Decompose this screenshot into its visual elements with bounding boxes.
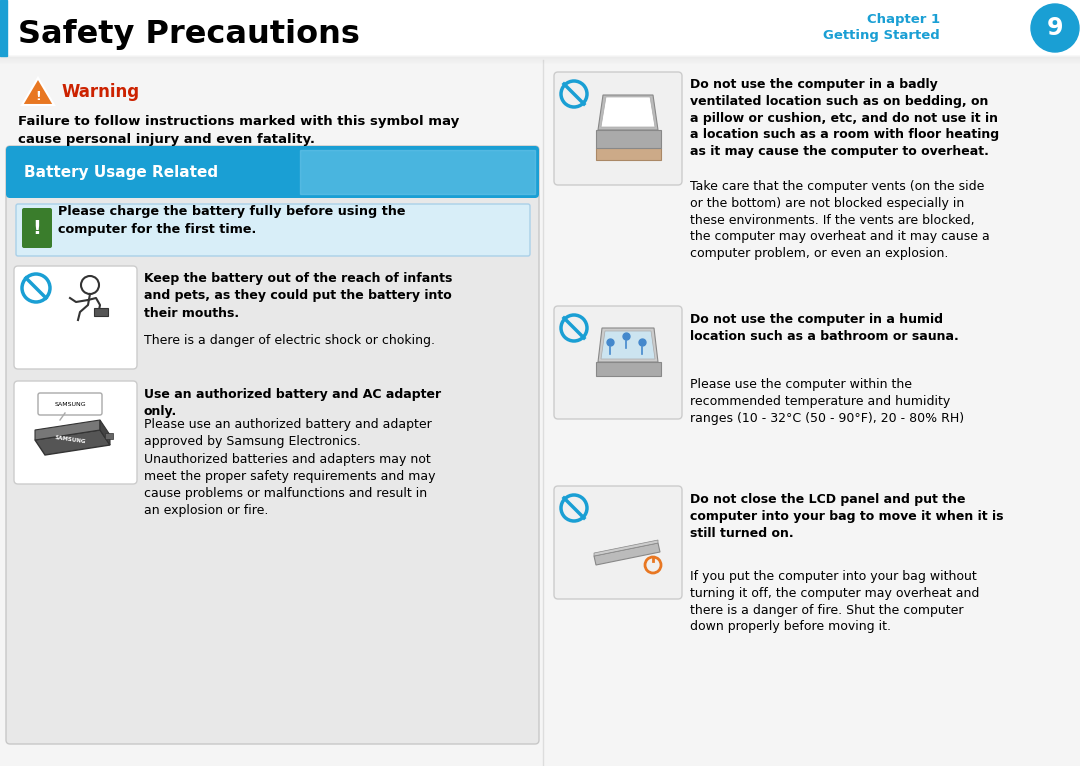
Polygon shape	[22, 78, 54, 105]
Polygon shape	[600, 97, 654, 127]
Bar	[596, 148, 661, 160]
Bar	[0, 0, 6, 56]
FancyBboxPatch shape	[38, 393, 102, 415]
Polygon shape	[35, 430, 110, 455]
Polygon shape	[35, 420, 100, 440]
FancyBboxPatch shape	[554, 72, 681, 185]
Bar	[10, 170, 535, 194]
FancyBboxPatch shape	[6, 146, 539, 198]
FancyBboxPatch shape	[16, 204, 530, 256]
Bar	[300, 150, 535, 194]
FancyBboxPatch shape	[554, 486, 681, 599]
Bar	[105, 433, 113, 439]
Polygon shape	[600, 331, 654, 359]
Polygon shape	[594, 543, 660, 565]
FancyBboxPatch shape	[14, 381, 137, 484]
Text: !: !	[36, 90, 41, 103]
Text: Please use an authorized battery and adapter
approved by Samsung Electronics.: Please use an authorized battery and ada…	[144, 418, 432, 448]
Bar	[596, 362, 661, 376]
Text: Failure to follow instructions marked with this symbol may
cause personal injury: Failure to follow instructions marked wi…	[18, 115, 459, 146]
Text: Unauthorized batteries and adapters may not
meet the proper safety requirements : Unauthorized batteries and adapters may …	[144, 453, 435, 517]
FancyBboxPatch shape	[14, 266, 137, 369]
FancyBboxPatch shape	[22, 208, 52, 248]
Text: Do not use the computer in a humid
location such as a bathroom or sauna.: Do not use the computer in a humid locat…	[690, 313, 959, 343]
Text: Chapter 1: Chapter 1	[867, 14, 940, 27]
Text: Safety Precautions: Safety Precautions	[18, 18, 360, 50]
Text: Please charge the battery fully before using the
computer for the first time.: Please charge the battery fully before u…	[58, 205, 405, 235]
Text: Use an authorized battery and AC adapter
only.: Use an authorized battery and AC adapter…	[144, 388, 441, 418]
Circle shape	[1031, 4, 1079, 52]
Text: Do not use the computer in a badly
ventilated location such as on bedding, on
a : Do not use the computer in a badly venti…	[690, 78, 999, 159]
Polygon shape	[594, 540, 658, 556]
FancyBboxPatch shape	[6, 146, 539, 744]
FancyBboxPatch shape	[554, 306, 681, 419]
Bar	[94, 308, 108, 316]
Text: SAMSUNG: SAMSUNG	[54, 401, 85, 407]
Text: If you put the computer into your bag without
turning it off, the computer may o: If you put the computer into your bag wi…	[690, 570, 980, 633]
Text: Getting Started: Getting Started	[823, 30, 940, 42]
Text: 9: 9	[1047, 16, 1063, 40]
Text: Battery Usage Related: Battery Usage Related	[24, 165, 218, 179]
Text: SAMSUNG: SAMSUNG	[54, 435, 86, 444]
Polygon shape	[100, 420, 110, 445]
Text: Do not close the LCD panel and put the
computer into your bag to move it when it: Do not close the LCD panel and put the c…	[690, 493, 1003, 539]
Bar	[0, 0, 1080, 56]
Text: Keep the battery out of the reach of infants
and pets, as they could put the bat: Keep the battery out of the reach of inf…	[144, 272, 453, 320]
Text: !: !	[32, 218, 41, 237]
Bar	[596, 130, 661, 148]
Polygon shape	[598, 95, 658, 130]
Text: Please use the computer within the
recommended temperature and humidity
ranges (: Please use the computer within the recom…	[690, 378, 964, 424]
Polygon shape	[598, 328, 658, 362]
Text: Warning: Warning	[62, 83, 140, 101]
Text: There is a danger of electric shock or choking.: There is a danger of electric shock or c…	[144, 334, 435, 347]
Text: Take care that the computer vents (on the side
or the bottom) are not blocked es: Take care that the computer vents (on th…	[690, 180, 989, 260]
